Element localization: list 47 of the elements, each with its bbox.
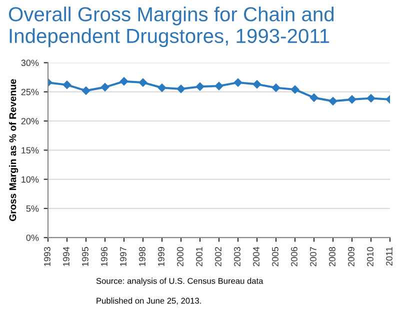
point — [252, 80, 262, 88]
x-tick-label: 2003 — [234, 247, 240, 266]
x-tick-label: 1994 — [63, 246, 70, 266]
x-tick-label: 2004 — [253, 246, 260, 266]
chart-title: Overall Gross Margins for Chain and Independent Drugstores, 1993-2011 — [8, 6, 334, 48]
x-tick-label: 2001 — [196, 247, 202, 266]
y-tick-label: 25% — [21, 88, 39, 96]
x-tick-label: 1996 — [101, 247, 108, 266]
point — [290, 85, 300, 94]
point — [120, 77, 128, 86]
point — [348, 95, 356, 104]
point — [366, 94, 376, 102]
x-tick-label: 2006 — [291, 247, 298, 266]
y-tick-label: 0% — [26, 234, 39, 241]
point — [310, 94, 318, 102]
x-tick-label: 1998 — [139, 247, 146, 266]
x-tick-label: 1995 — [82, 247, 88, 266]
y-tick-label: 20% — [21, 118, 39, 124]
point — [214, 82, 224, 90]
y-axis-title: Gross Margin as % of Revenue — [9, 79, 18, 222]
point — [138, 78, 148, 87]
x-tick-label: 2007 — [310, 247, 316, 266]
y-tick-label: 10% — [22, 176, 39, 183]
text: Published on June 25, 2013. — [96, 298, 201, 305]
x-tick-label: 1999 — [158, 247, 164, 266]
x-tick-label: 2005 — [272, 247, 278, 266]
point — [234, 78, 242, 87]
x-tick-label: 2000 — [177, 246, 184, 266]
point — [328, 97, 338, 106]
point — [82, 86, 90, 95]
y-tick-label: 5% — [26, 205, 39, 212]
x-tick-label: 2009 — [348, 247, 354, 266]
y-tick-label: 30% — [21, 60, 39, 66]
point — [158, 84, 166, 92]
x-tick-label: 1993 — [44, 247, 50, 266]
x-tick-label: 2008 — [329, 247, 336, 266]
point — [196, 82, 204, 91]
x-tick-label: 1997 — [120, 247, 126, 266]
x-tick-label: 2002 — [215, 247, 222, 266]
source-note: Source: analysis of U.S. Census Bureau data — [96, 278, 264, 286]
x-tick-label: 2011 — [386, 247, 392, 266]
point — [100, 83, 110, 92]
point — [62, 80, 72, 89]
point — [176, 84, 186, 94]
point — [272, 84, 280, 92]
x-tick-label: 2010 — [367, 246, 374, 266]
y-tick-label: 15% — [22, 147, 39, 154]
